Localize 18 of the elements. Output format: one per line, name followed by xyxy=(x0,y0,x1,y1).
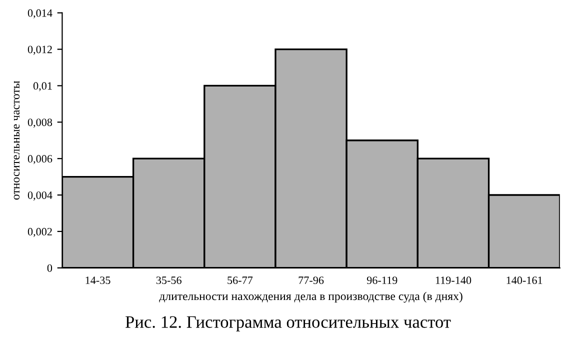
y-tick-label: 0,006 xyxy=(28,155,52,164)
x-tick-label: 77-96 xyxy=(298,276,324,284)
y-tick-label: 0,008 xyxy=(28,118,52,128)
x-tick-label: 119-140 xyxy=(436,276,472,284)
x-tick-label: 96-119 xyxy=(366,276,398,284)
y-tick-label: 0 xyxy=(47,264,52,272)
y-axis-title: относительные частоты xyxy=(14,80,20,200)
y-tick-label: 0,01 xyxy=(33,82,52,92)
x-tick-label: 35-56 xyxy=(156,276,182,284)
y-tick-label: 0,002 xyxy=(28,228,52,238)
x-tick-label: 56-77 xyxy=(228,276,253,284)
y-tick-label: 0,014 xyxy=(28,9,52,18)
x-tick-label: 14-35 xyxy=(86,276,110,284)
y-tick-label: 0,004 xyxy=(28,191,52,201)
x-axis-title: длительности нахождения дела в производстве суда (в днях) xyxy=(159,292,462,303)
x-tick-label: 140-161 xyxy=(506,276,542,284)
y-tick-label: 0,012 xyxy=(28,46,52,55)
text: Рис. 12. Гистограмма относительных частот xyxy=(125,316,451,332)
